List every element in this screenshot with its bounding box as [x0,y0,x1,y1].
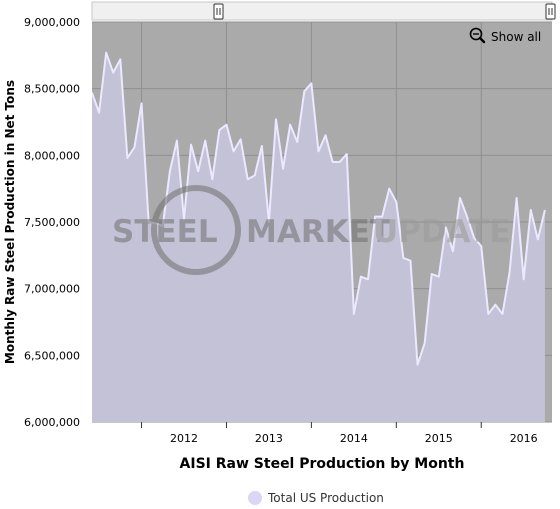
watermark-steel: STEEL [112,214,218,250]
y-axis-title: Monthly Raw Steel Production in Net Tons [3,80,17,364]
x-tick-label: 2012 [170,432,198,445]
production-line[interactable] [92,51,546,366]
x-tick-label: 2014 [340,432,368,445]
y-tick-label: 7,500,000 [24,216,80,229]
navigator-left-handle[interactable] [213,3,224,20]
y-tick-label: 7,000,000 [24,283,80,296]
watermark: STEEL MARKET UPDATE [112,185,511,275]
y-tick-label: 6,000,000 [24,416,80,429]
navigator-track[interactable] [91,1,553,21]
legend-label[interactable]: Total US Production [267,491,384,505]
watermark-logo-icon [151,185,241,275]
legend-marker [248,491,262,505]
y-tick-label: 8,000,000 [24,149,80,162]
watermark-update: UPDATE [373,214,511,250]
y-tick-label: 8,500,000 [24,83,80,96]
y-axis-tick-labels: 6,000,000 6,500,000 7,000,000 7,500,000 8,00… [24,16,80,429]
x-axis-year-labels: 2012 2013 2014 2015 2016 [170,432,538,445]
range-navigator[interactable] [91,1,556,21]
show-all-button[interactable]: Show all [469,27,542,45]
x-axis-title: AISI Raw Steel Production by Month [180,456,465,472]
x-axis-ticks [141,422,482,428]
watermark-market: MARKET [246,214,391,250]
x-tick-label: 2015 [425,432,453,445]
x-tick-label: 2013 [255,432,283,445]
y-tick-label: 9,000,000 [24,16,80,29]
x-tick-label: 2016 [510,432,538,445]
show-all-label[interactable]: Show all [491,30,541,44]
y-tick-label: 6,500,000 [24,349,80,362]
navigator-right-handle[interactable] [545,3,556,20]
legend[interactable]: Total US Production [248,491,384,505]
magnifier-minus-icon [469,27,486,44]
